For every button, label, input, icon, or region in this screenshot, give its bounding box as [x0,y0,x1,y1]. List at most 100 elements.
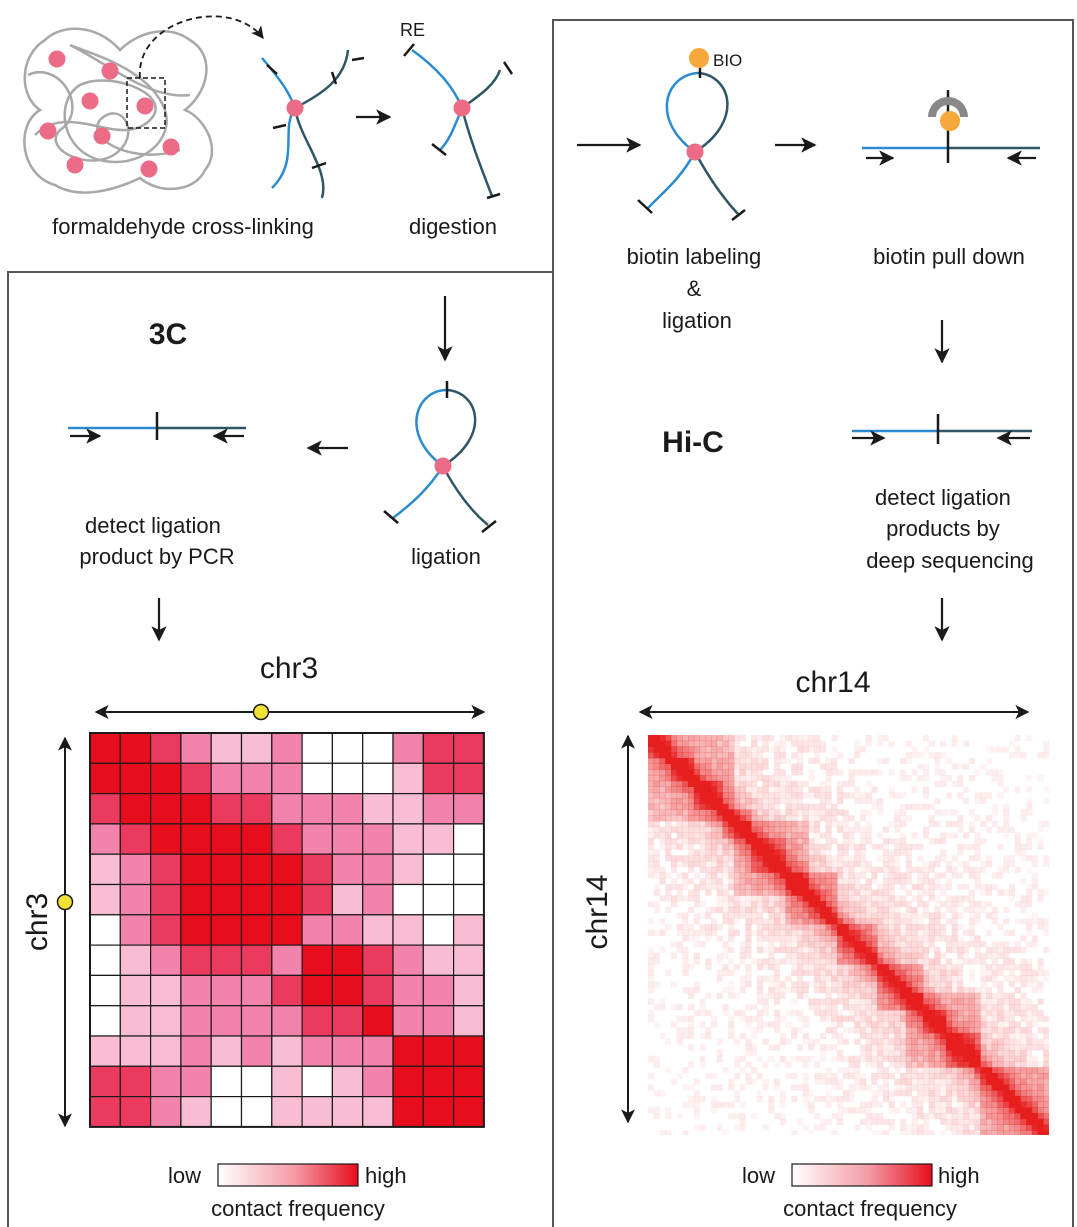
heatmap-cell [705,757,712,765]
heatmap-cell [808,757,815,765]
heatmap-cell [997,1055,1004,1062]
heatmap-cell [928,1055,935,1062]
heatmap-cell [922,1032,930,1040]
heatmap-cell [716,775,723,782]
heatmap-cell [648,792,655,799]
heatmap-cell [796,941,804,948]
heatmap-cell [985,855,993,862]
heatmap-cell [859,872,867,879]
heatmap-cell [819,1095,826,1103]
heatmap-cell [745,952,752,959]
heatmap-cell [831,946,838,954]
heatmap-cell [728,918,735,925]
heatmap-cell [728,958,735,965]
heatmap-cell [676,757,683,765]
heatmap-cell [819,740,826,747]
heatmap-cell [957,964,964,971]
heatmap-cell [940,889,947,896]
heatmap-cell [779,1095,786,1103]
zoom-dashed-arrow [139,15,264,79]
heatmap-cell [871,918,878,925]
heatmap-cell [693,1009,700,1017]
heatmap-cell [1008,1078,1016,1085]
heatmap-cell [762,1084,769,1091]
heatmap-cell [842,1027,849,1034]
heatmap-cell [905,1084,912,1091]
heatmap-cell [722,918,729,925]
heatmap-cell [653,820,660,828]
heatmap-cell [791,1084,798,1091]
matrix-cell [240,1095,273,1128]
heatmap-cell [1008,1084,1016,1091]
heatmap-cell [865,1061,872,1068]
heatmap-cell [854,769,861,776]
heatmap-cell [980,792,987,799]
heatmap-cell [659,752,666,759]
matrix-cell [301,883,334,916]
heatmap-cell [659,780,666,787]
heatmap-cell [1031,1061,1038,1068]
heatmap-cell [917,901,924,908]
heatmap-cell [865,998,872,1005]
heatmap-cell [968,1067,975,1074]
heatmap-cell [676,809,683,816]
heatmap-cell [722,901,729,908]
heatmap-cell [877,889,884,896]
heatmap-cell [980,889,987,896]
heatmap-cell [785,958,792,965]
heatmap-cell [842,866,849,873]
heatmap-cell [905,1032,912,1040]
heatmap-cell [1037,895,1044,902]
heatmap-cell [900,815,907,822]
heatmap-cell [665,757,672,765]
heatmap-cell [1020,981,1027,988]
heatmap-cell [676,735,683,742]
heatmap-cell [882,975,889,982]
heatmap-cell [928,752,935,759]
heatmap-cell [934,912,941,919]
heatmap-cell [940,987,947,994]
heatmap-cell [802,746,809,753]
heatmap-cell [905,803,912,810]
heatmap-cell [756,981,763,988]
heatmap-cell [1031,878,1038,885]
heatmap-cell [762,895,769,902]
heatmap-cell [774,843,781,850]
heatmap-cell [905,843,912,850]
heatmap-cell [733,1113,741,1120]
heatmap-cell [653,757,660,765]
heatmap-cell [968,912,975,919]
heatmap-cell [1037,889,1044,896]
heatmap-cell [814,1038,821,1045]
heatmap-cell [963,941,970,948]
heatmap-cell [980,901,987,908]
heatmap-cell [693,861,700,868]
heatmap-cell [802,1101,809,1108]
heatmap-cell [768,895,775,902]
heatmap-cell [934,1078,941,1085]
heatmap-cell [997,1009,1004,1017]
heatmap-cell [802,895,809,902]
heatmap-cell [814,883,821,891]
heatmap-cell [711,1072,718,1080]
heatmap-cell [842,1055,849,1062]
heatmap-cell [825,912,832,919]
heatmap-cell [762,1061,769,1068]
heatmap-cell [1008,1130,1016,1135]
heatmap-cell [917,1044,924,1051]
heatmap-cell [963,1084,970,1091]
heatmap-cell [774,912,781,919]
matrix-cell [453,974,485,1007]
heatmap-cell [934,964,941,971]
heatmap-cell [985,1130,993,1135]
heatmap-cell [693,746,700,753]
heatmap-cell [785,912,792,919]
heatmap-cell [831,763,838,770]
heatmap-cell [842,855,849,862]
heatmap-cell [871,1118,878,1125]
heatmap-cell [1008,883,1016,891]
heatmap-cell [745,786,752,793]
heatmap-cell [997,1084,1004,1091]
heatmap-cell [917,1027,924,1034]
heatmap-cell [802,826,809,833]
